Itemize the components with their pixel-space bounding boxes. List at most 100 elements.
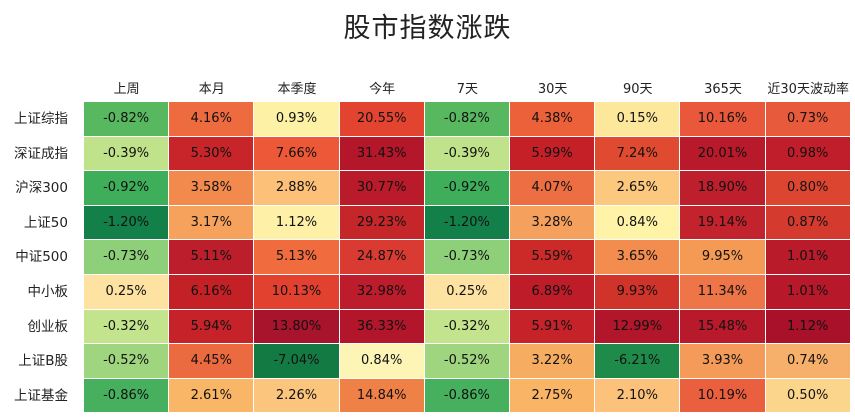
heatmap-cell: 4.45% [169, 344, 255, 379]
column-header: 今年 [369, 82, 396, 97]
heatmap-cell: 2.65% [595, 171, 681, 206]
heatmap-cell: 19.14% [680, 205, 766, 241]
heatmap-cell: 7.24% [595, 136, 681, 172]
heatmap-cell: -0.86% [424, 378, 510, 414]
heatmap-cell: 0.84% [595, 205, 681, 241]
heatmap-cell: 3.93% [680, 344, 766, 379]
row-header: 上证B股 [18, 353, 68, 370]
column-header: 30天 [537, 82, 568, 97]
heatmap-cell: 4.38% [510, 102, 596, 137]
heatmap-cell: 30.77% [339, 171, 425, 206]
heatmap-cell: 4.16% [169, 102, 255, 137]
heatmap-cell: 15.48% [680, 309, 766, 345]
heatmap-cell: 0.50% [765, 378, 851, 414]
heatmap-cell: 3.65% [595, 240, 681, 275]
column-header: 上周 [113, 82, 140, 97]
heatmap-cell: 5.94% [169, 309, 255, 345]
heatmap-cell: 29.23% [339, 205, 425, 241]
heatmap-cell: 12.99% [595, 309, 681, 345]
heatmap-cell: 1.12% [765, 309, 851, 345]
heatmap-cell: 20.01% [680, 136, 766, 172]
heatmap-cell: -0.39% [424, 136, 510, 172]
heatmap-cell: 2.75% [510, 378, 596, 414]
heatmap-cell: 3.22% [510, 344, 596, 379]
heatmap-cell: 3.17% [169, 205, 255, 241]
heatmap-cell: 0.93% [254, 102, 340, 137]
heatmap-cell: 2.88% [254, 171, 340, 206]
heatmap-cell: -0.82% [84, 102, 170, 137]
row-header: 深证成指 [14, 145, 68, 162]
heatmap-cell: -0.73% [424, 240, 510, 275]
heatmap-cell: 0.87% [765, 205, 851, 241]
heatmap-cell: 9.93% [595, 275, 681, 310]
row-header: 中证500 [15, 249, 68, 266]
heatmap-cell: 5.99% [510, 136, 596, 172]
heatmap-cell: 2.10% [595, 378, 681, 414]
heatmap-cell: -0.32% [84, 309, 170, 345]
heatmap-cell: -0.92% [84, 171, 170, 206]
heatmap-cell: -0.73% [84, 240, 170, 275]
heatmap-cell: 10.13% [254, 275, 340, 310]
heatmap-cell: 3.58% [169, 171, 255, 206]
chart-title: 股市指数涨跌 [343, 13, 512, 44]
row-header: 上证50 [23, 214, 68, 231]
heatmap-cell: 6.16% [169, 275, 255, 310]
heatmap-cell: -0.92% [424, 171, 510, 206]
heatmap-cell: 11.34% [680, 275, 766, 310]
heatmap-cell: -0.52% [84, 344, 170, 379]
column-header: 本月 [198, 82, 225, 97]
row-header: 上证综指 [14, 111, 68, 127]
heatmap-cell: 5.30% [169, 136, 255, 172]
heatmap-cell: 36.33% [339, 309, 425, 345]
heatmap-cell: -1.20% [424, 205, 510, 241]
heatmap-cell: 32.98% [339, 275, 425, 310]
column-header: 本季度 [277, 82, 317, 97]
heatmap-cell: 7.66% [254, 136, 340, 172]
heatmap-cell: -0.86% [84, 378, 170, 414]
heatmap-cell: 0.15% [595, 102, 681, 137]
column-header: 近30天波动率 [767, 82, 849, 97]
heatmap-cell: 2.61% [169, 378, 255, 414]
heatmap-cell: 13.80% [254, 309, 340, 345]
heatmap-cell: 2.26% [254, 378, 340, 414]
heatmap-cell: 10.16% [680, 102, 766, 137]
column-header: 365天 [704, 82, 742, 97]
heatmap-cell: 18.90% [680, 171, 766, 206]
heatmap-cell: 0.25% [84, 275, 170, 310]
heatmap-cell: 0.73% [765, 102, 851, 137]
heatmap-cell: 0.84% [339, 344, 425, 379]
heatmap-cell: 0.80% [765, 171, 851, 206]
heatmap-cell: -7.04% [254, 344, 340, 379]
row-header: 上证基金 [14, 387, 68, 404]
heatmap-cell: 0.74% [765, 344, 851, 379]
heatmap-cell: 10.19% [680, 378, 766, 414]
row-header: 创业板 [27, 318, 69, 335]
heatmap-cell: 6.89% [510, 275, 596, 310]
heatmap-cell: 5.11% [169, 240, 255, 275]
heatmap-cell: 0.25% [424, 275, 510, 310]
heatmap-cell: -0.32% [424, 309, 510, 345]
heatmap-cell: -0.39% [84, 136, 170, 172]
heatmap-cell: 31.43% [339, 136, 425, 172]
heatmap-cell: -6.21% [595, 344, 681, 379]
heatmap-cell: 24.87% [339, 240, 425, 275]
heatmap-cell: 9.95% [680, 240, 766, 275]
heatmap-cell: 20.55% [339, 102, 425, 137]
heatmap-cell: 14.84% [339, 378, 425, 414]
heatmap-cell: 4.07% [510, 171, 596, 206]
heatmap-cell: 1.01% [765, 275, 851, 310]
heatmap-cell: -0.82% [424, 102, 510, 137]
column-header: 90天 [623, 82, 653, 97]
row-header: 沪深300 [15, 180, 68, 197]
heatmap-cell: 1.12% [254, 205, 340, 241]
heatmap-cell: -1.20% [84, 205, 170, 241]
heatmap-cell: -0.52% [424, 344, 510, 379]
heatmap-cell: 5.59% [510, 240, 596, 275]
row-header: 中小板 [27, 284, 69, 300]
column-header: 7天 [456, 82, 479, 97]
heatmap-cell: 1.01% [765, 240, 851, 275]
heatmap-cell: 3.28% [510, 205, 596, 241]
heatmap-cell: 5.91% [510, 309, 596, 345]
heatmap-cell: 0.98% [765, 136, 851, 172]
heatmap-cell: 5.13% [254, 240, 340, 275]
